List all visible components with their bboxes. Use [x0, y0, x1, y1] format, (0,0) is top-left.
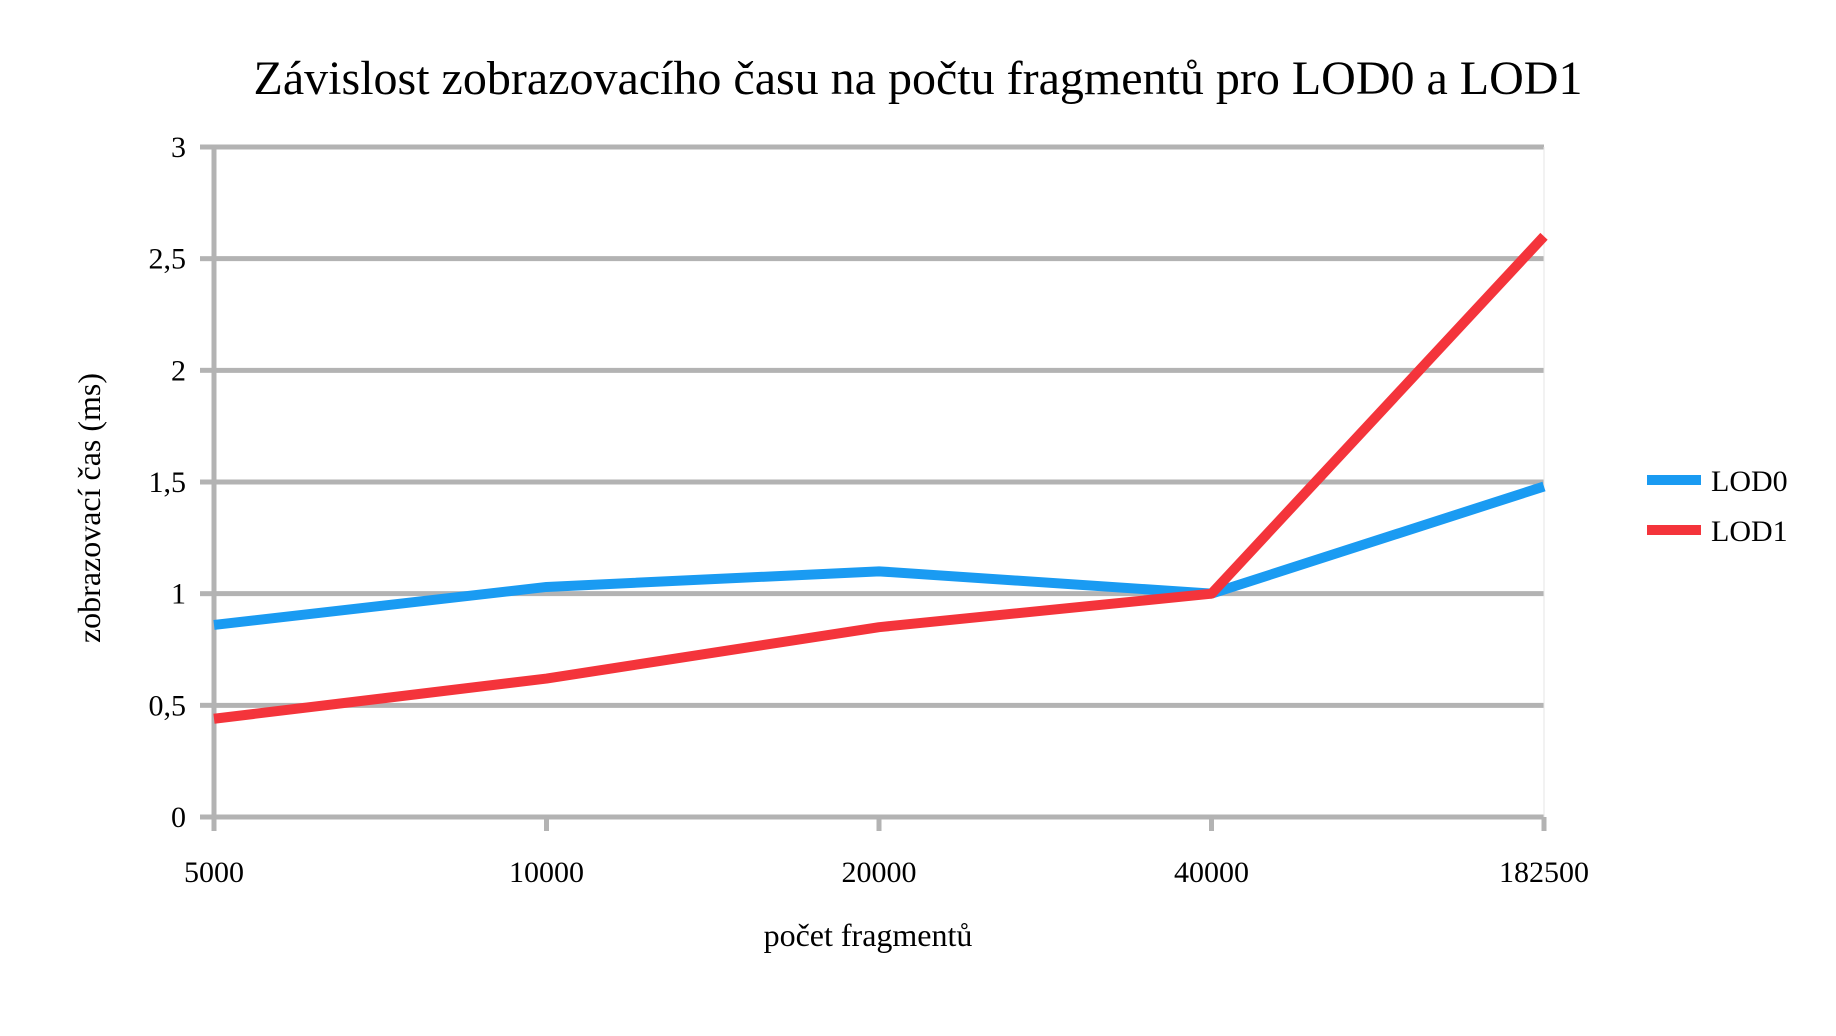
axes [200, 144, 1547, 831]
y-tick-label: 2,5 [149, 243, 187, 276]
y-tick-label: 3 [171, 131, 186, 164]
legend: LOD0 LOD1 [1647, 465, 1788, 548]
x-tick-label: 10000 [509, 856, 584, 889]
legend-label-lod1: LOD1 [1711, 515, 1788, 548]
x-tick-label: 5000 [184, 856, 244, 889]
y-tick-label: 0,5 [149, 689, 187, 722]
x-tick-label: 40000 [1174, 856, 1249, 889]
series-line-lod0 [213, 481, 1546, 630]
x-tick-label: 20000 [842, 856, 917, 889]
gridlines [214, 144, 1544, 708]
y-axis-label: zobrazovací čas (ms) [71, 373, 107, 643]
series-lines [213, 232, 1548, 724]
y-tick-label: 0 [171, 801, 186, 834]
chart-title: Závislost zobrazovacího času na počtu fr… [254, 52, 1583, 105]
y-tick-labels: 0 0,5 1 1,5 2 2,5 3 [149, 131, 187, 834]
legend-label-lod0: LOD0 [1711, 465, 1788, 498]
x-axis-label: počet fragmentů [764, 917, 973, 953]
series-line-lod1 [213, 232, 1548, 724]
y-tick-label: 1,5 [149, 466, 187, 499]
x-tick-label: 182500 [1499, 856, 1589, 889]
x-tick-labels: 5000 10000 20000 40000 182500 [184, 856, 1589, 889]
y-tick-label: 2 [171, 354, 186, 387]
y-tick-label: 1 [171, 578, 186, 611]
